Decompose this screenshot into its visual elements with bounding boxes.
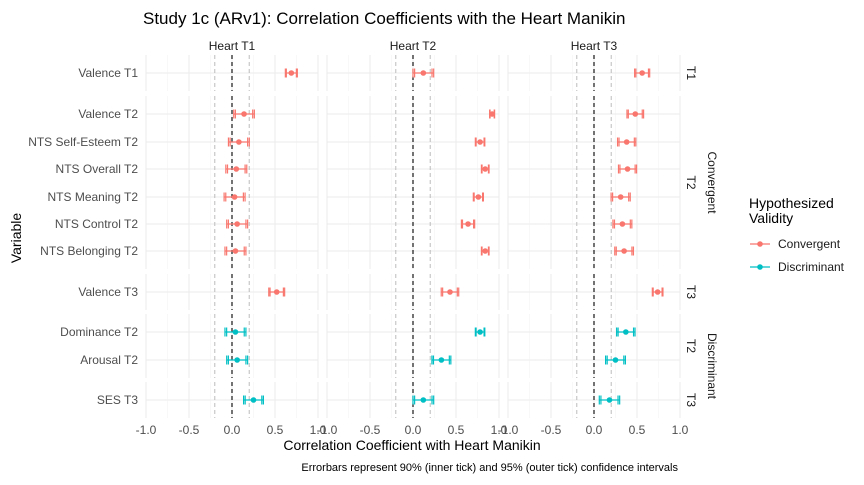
estimate-point xyxy=(619,221,626,227)
facet-strips: T1 T2 T3 T2 T3 Convergent Discriminant xyxy=(684,66,719,407)
estimate-point xyxy=(236,139,242,145)
x-tick-label: -0.5 xyxy=(541,423,562,437)
estimate-point xyxy=(623,139,630,145)
x-tick-label: 0.0 xyxy=(586,423,603,437)
estimate-point xyxy=(232,329,239,335)
x-tick-label: 1.0 xyxy=(672,423,689,437)
estimate-point xyxy=(420,70,427,76)
outer-strip-label: Convergent xyxy=(705,151,719,214)
x-axis-label: Correlation Coefficient with Heart Manik… xyxy=(283,437,540,453)
estimate-point xyxy=(241,111,247,117)
panel-header-label: Heart T2 xyxy=(390,39,437,53)
legend-label-discriminant: Discriminant xyxy=(778,260,845,274)
row-label: NTS Overall T2 xyxy=(56,162,139,176)
panel-backgrounds xyxy=(145,55,681,418)
legend: Hypothesized Validity Convergent Discrim… xyxy=(749,195,845,274)
row-label: NTS Meaning T2 xyxy=(48,190,139,204)
estimate-point xyxy=(624,166,631,172)
inner-strip-label: T1 xyxy=(684,66,698,80)
legend-point-discriminant xyxy=(757,264,763,270)
x-tick-label: -0.5 xyxy=(179,423,200,437)
estimate-point xyxy=(447,289,453,295)
estimate-point xyxy=(233,166,240,172)
caption: Errorbars represent 90% (inner tick) and… xyxy=(301,462,678,474)
x-tick-label: 0.0 xyxy=(224,423,241,437)
x-tick-label: -1.0 xyxy=(136,423,157,437)
estimate-point xyxy=(482,166,489,172)
estimate-point xyxy=(632,111,639,117)
row-label: Valence T2 xyxy=(78,107,138,121)
estimate-point xyxy=(489,111,495,117)
inner-strip-label: T3 xyxy=(684,393,698,407)
estimate-point xyxy=(232,248,239,254)
estimate-point xyxy=(617,194,624,200)
row-labels: Valence T1 Valence T2 NTS Self-Esteem T2 NT… xyxy=(28,66,138,407)
row-label: NTS Self-Esteem T2 xyxy=(28,135,138,149)
estimate-point xyxy=(465,221,471,227)
legend-point-convergent xyxy=(757,241,763,247)
x-tick-label: 0.0 xyxy=(405,423,422,437)
x-tick-label: 1.0 xyxy=(310,423,327,437)
estimate-point xyxy=(612,357,619,363)
estimate-point xyxy=(438,357,445,363)
estimate-point xyxy=(250,397,257,403)
outer-strip-label: Discriminant xyxy=(705,333,719,400)
estimate-point xyxy=(477,329,483,335)
row-label: NTS Belonging T2 xyxy=(40,244,138,258)
estimate-point xyxy=(623,329,629,335)
estimate-point xyxy=(606,397,613,403)
estimate-point xyxy=(231,194,238,200)
estimate-point xyxy=(482,248,489,254)
x-tick-label: 0.5 xyxy=(267,423,284,437)
x-tick-label: 0.5 xyxy=(629,423,646,437)
row-label: Valence T3 xyxy=(78,285,138,299)
panel-header-label: Heart T1 xyxy=(209,39,256,53)
x-tick-label: -0.5 xyxy=(360,423,381,437)
estimate-point xyxy=(420,397,427,403)
row-label: NTS Control T2 xyxy=(55,217,138,231)
estimate-point xyxy=(288,70,295,76)
chart-title: Study 1c (ARv1): Correlation Coefficient… xyxy=(143,9,626,28)
y-axis-label: Variable xyxy=(8,213,24,264)
x-tick-label: 0.5 xyxy=(448,423,465,437)
x-axes: -1.0 -0.5 0.0 0.5 1.0-1.0 -0.5 0.0 0.5 1.0-1.0 -0… xyxy=(136,423,689,437)
estimate-point xyxy=(234,221,240,227)
legend-title-line-1: Hypothesized xyxy=(749,195,834,211)
row-label: Dominance T2 xyxy=(60,325,138,339)
panel-headers: Heart T1 Heart T2 Heart T3 xyxy=(209,39,618,53)
panel-header-label: Heart T3 xyxy=(571,39,618,53)
estimate-point xyxy=(273,289,280,295)
estimate-point xyxy=(654,289,661,295)
row-label: SES T3 xyxy=(97,393,138,407)
inner-strip-label: T2 xyxy=(684,339,698,353)
row-label: Valence T1 xyxy=(78,66,138,80)
row-label: Arousal T2 xyxy=(80,353,138,367)
estimate-point xyxy=(234,357,240,363)
legend-title-line-2: Validity xyxy=(749,210,793,226)
legend-label-convergent: Convergent xyxy=(778,237,841,251)
estimate-point xyxy=(639,70,645,76)
x-tick-label: -1.0 xyxy=(317,423,338,437)
estimate-point xyxy=(621,248,627,254)
x-tick-label: 1.0 xyxy=(491,423,508,437)
marks xyxy=(223,68,664,405)
inner-strip-label: T2 xyxy=(684,175,698,189)
estimate-point xyxy=(475,194,482,200)
estimate-point xyxy=(477,139,483,145)
x-tick-label: -1.0 xyxy=(498,423,519,437)
inner-strip-label: T3 xyxy=(684,285,698,299)
